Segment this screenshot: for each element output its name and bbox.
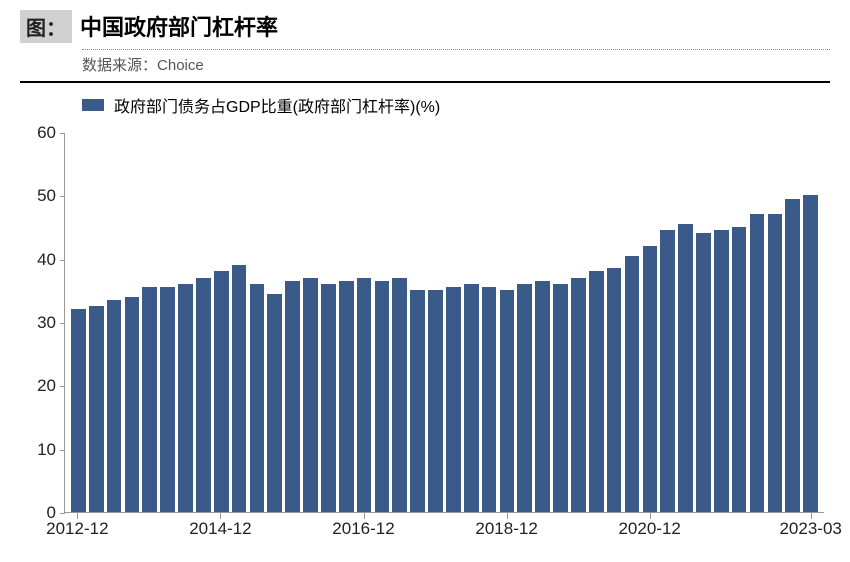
y-tick-label: 40 <box>37 250 56 270</box>
bar <box>768 214 783 512</box>
source-prefix: 数据来源： <box>82 57 157 74</box>
chart-title: 中国政府部门杠杆率 <box>80 10 278 42</box>
bar <box>357 278 372 512</box>
header: 图： 中国政府部门杠杆率 <box>20 10 830 43</box>
bar <box>500 290 515 512</box>
bar <box>678 224 693 512</box>
bar <box>375 281 390 512</box>
bar <box>392 278 407 512</box>
x-tick-label: 2018-12 <box>475 519 537 539</box>
bar <box>446 287 461 512</box>
bar <box>410 290 425 512</box>
y-tick-label: 30 <box>37 313 56 333</box>
figure-label: 图： <box>20 10 72 43</box>
bar <box>250 284 265 512</box>
y-tick-mark <box>60 323 65 324</box>
bar <box>339 281 354 512</box>
bar <box>482 287 497 512</box>
bar <box>750 214 765 512</box>
y-tick-label: 20 <box>37 376 56 396</box>
bar <box>803 195 818 512</box>
y-axis: 0102030405060 <box>20 133 60 513</box>
y-tick-mark <box>60 196 65 197</box>
bar <box>267 294 282 513</box>
bar <box>214 271 229 512</box>
bar <box>696 233 711 512</box>
plot-area <box>64 133 824 513</box>
legend-label: 政府部门债务占GDP比重(政府部门杠杆率)(%) <box>114 93 440 117</box>
bar <box>732 227 747 512</box>
bar <box>714 230 729 512</box>
legend-swatch <box>82 99 104 111</box>
bar <box>285 281 300 512</box>
bar <box>89 306 104 512</box>
source-value: Choice <box>157 57 204 74</box>
bar <box>107 300 122 512</box>
divider-solid <box>20 81 830 83</box>
y-tick-mark <box>60 133 65 134</box>
bar <box>553 284 568 512</box>
bars-container <box>71 133 818 512</box>
y-tick-mark <box>60 450 65 451</box>
bar <box>232 265 247 512</box>
x-tick-label: 2014-12 <box>189 519 251 539</box>
bar <box>785 199 800 513</box>
bar <box>428 290 443 512</box>
bar <box>160 287 175 512</box>
bar <box>321 284 336 512</box>
y-tick-label: 50 <box>37 186 56 206</box>
y-tick-mark <box>60 386 65 387</box>
y-tick-label: 60 <box>37 123 56 143</box>
y-tick-mark <box>60 260 65 261</box>
bar <box>589 271 604 512</box>
bar <box>660 230 675 512</box>
divider-dotted <box>82 49 830 50</box>
x-tick-label: 2016-12 <box>332 519 394 539</box>
bar <box>517 284 532 512</box>
bar <box>607 268 622 512</box>
data-source: 数据来源：Choice <box>82 54 830 75</box>
bar <box>643 246 658 512</box>
bar <box>535 281 550 512</box>
x-tick-label: 2023-03 <box>779 519 841 539</box>
bar <box>464 284 479 512</box>
bar <box>71 309 86 512</box>
bar <box>178 284 193 512</box>
bar <box>625 256 640 513</box>
bar <box>125 297 140 512</box>
legend: 政府部门债务占GDP比重(政府部门杠杆率)(%) <box>82 93 830 117</box>
bar <box>196 278 211 512</box>
x-tick-label: 2020-12 <box>618 519 680 539</box>
bar <box>142 287 157 512</box>
bar <box>571 278 586 512</box>
x-tick-label: 2012-12 <box>46 519 108 539</box>
chart: 0102030405060 2012-122014-122016-122018-… <box>20 133 830 553</box>
bar <box>303 278 318 512</box>
x-axis: 2012-122014-122016-122018-122020-122023-… <box>64 515 824 545</box>
y-tick-label: 10 <box>37 440 56 460</box>
y-tick-mark <box>60 513 65 514</box>
